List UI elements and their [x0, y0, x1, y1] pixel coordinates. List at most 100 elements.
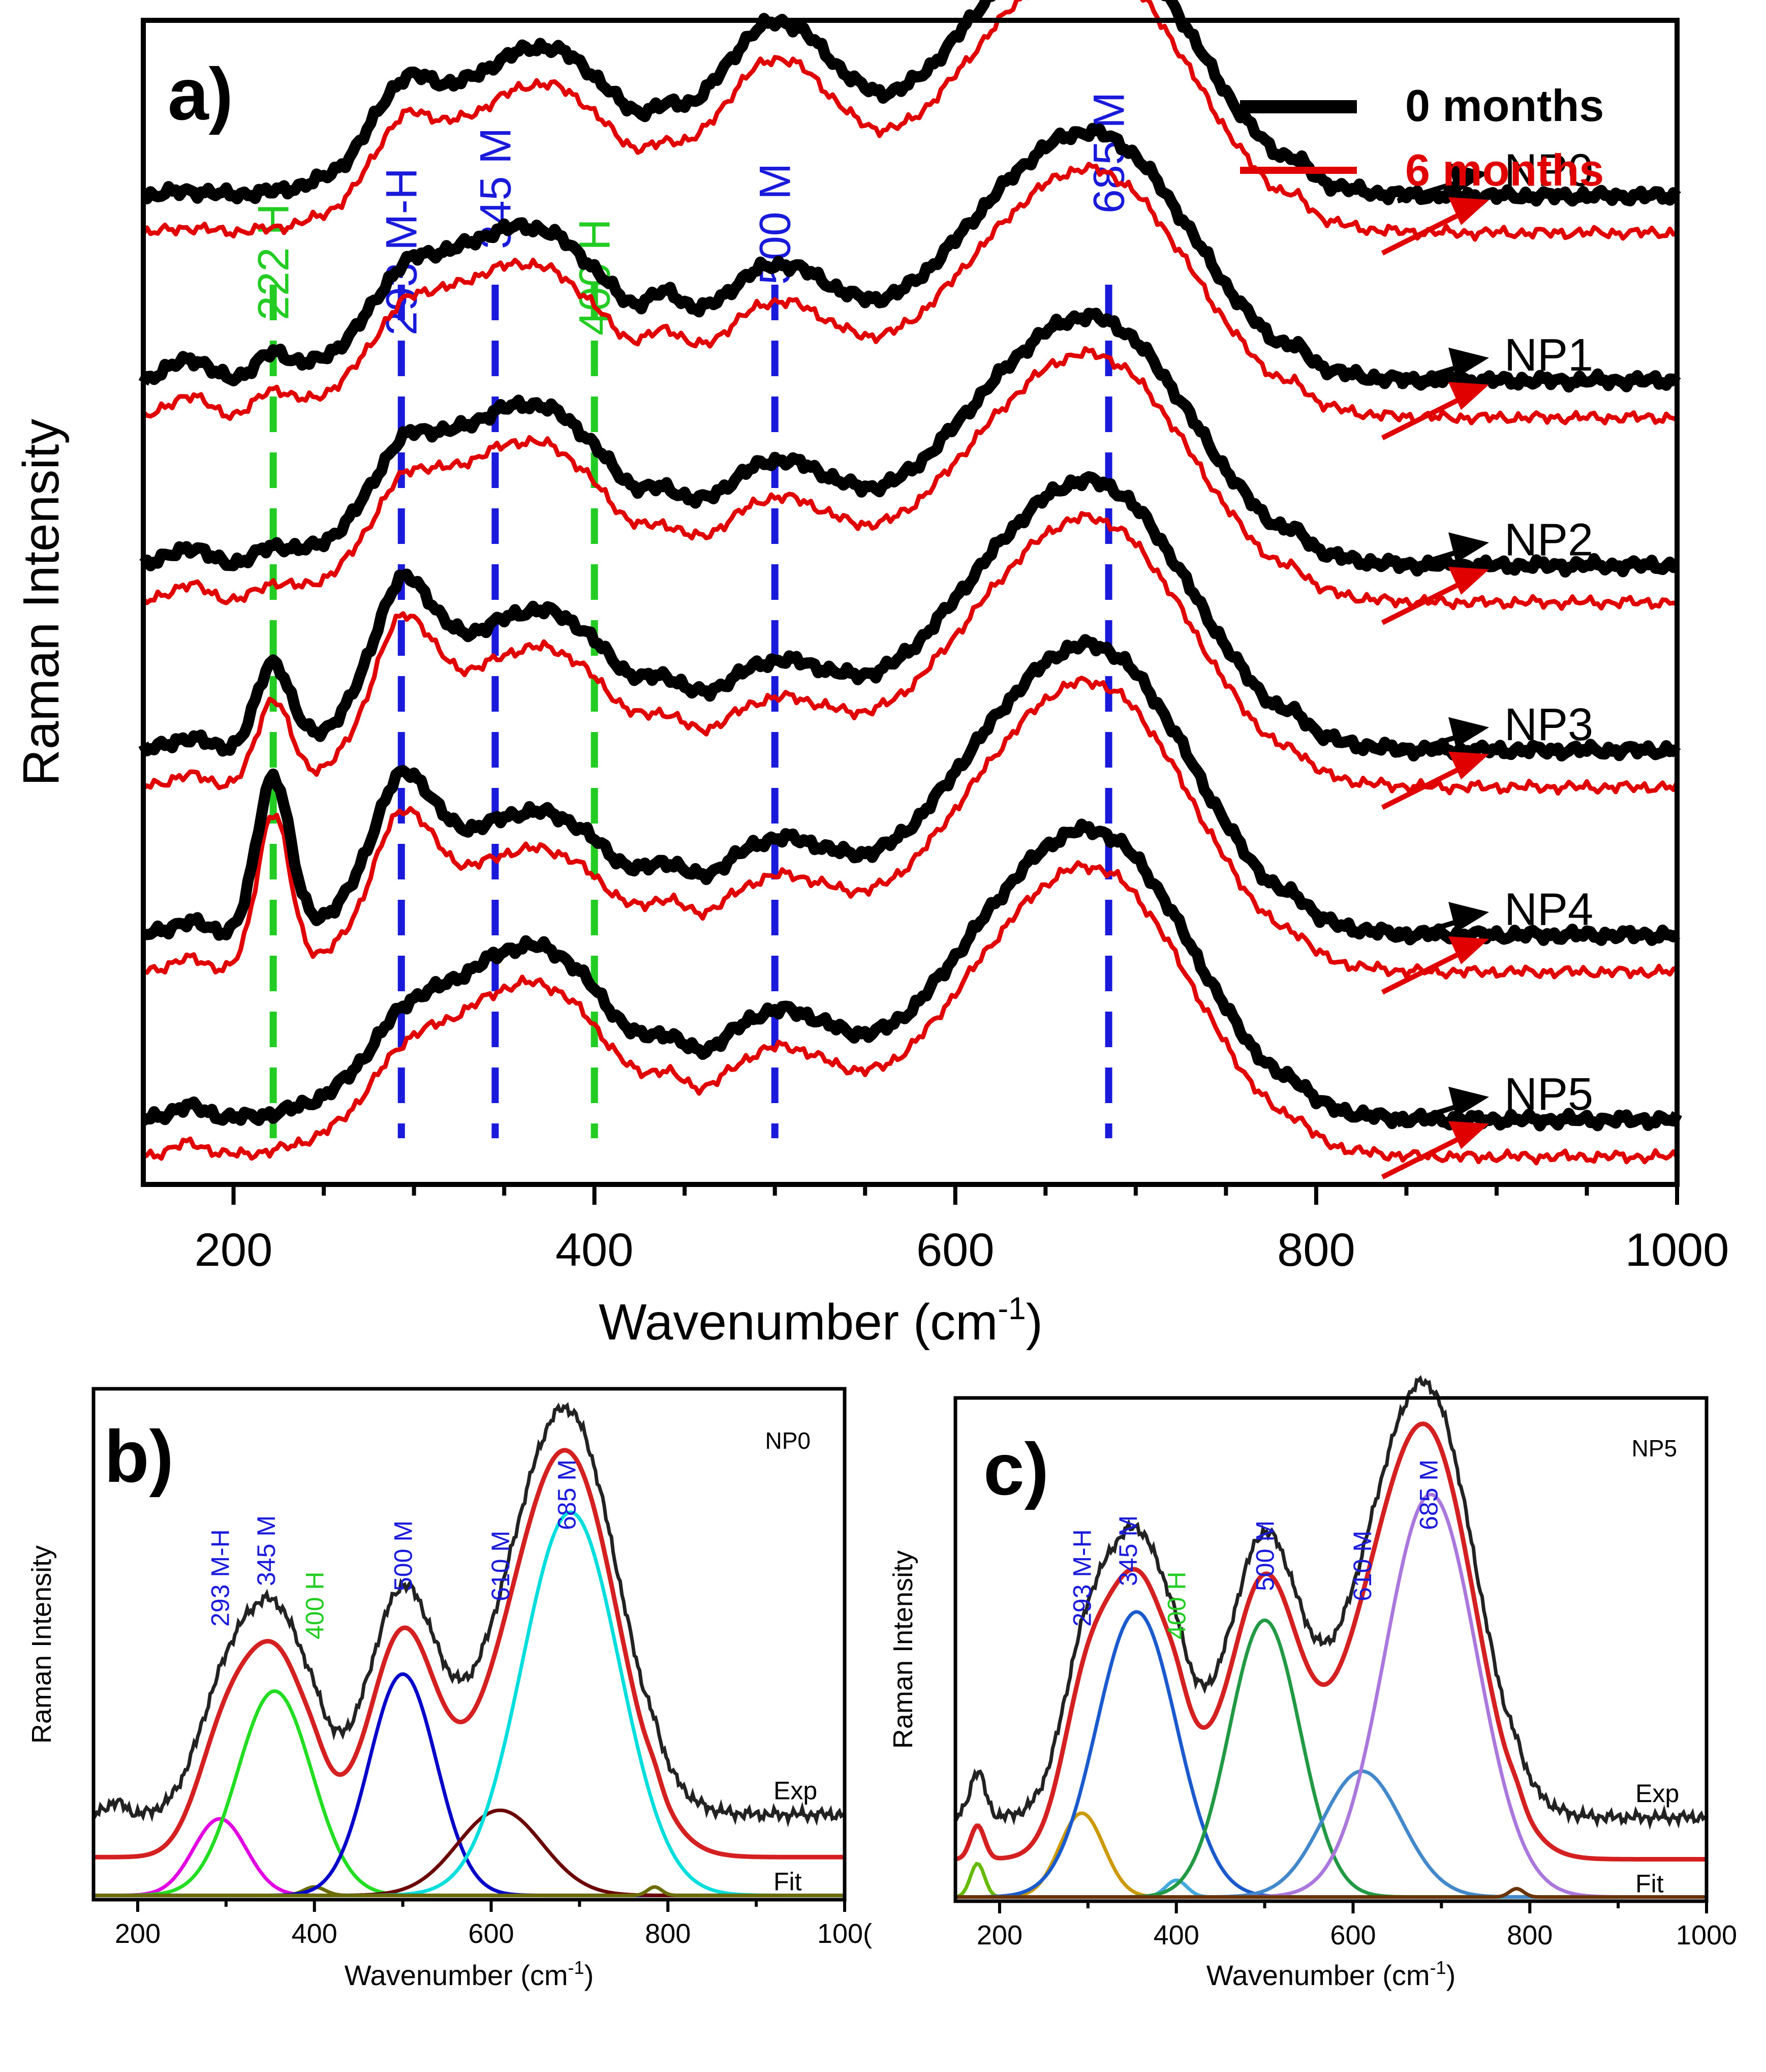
panel-b-x-axis-label-main: Wavenumber (cm [345, 1959, 568, 1991]
panel-b-x-axis-label-close: ) [584, 1959, 594, 1991]
panel-c-fit-label: Fit [1635, 1870, 1664, 1898]
panel-c-x-tick-label-2: 600 [1330, 1920, 1376, 1951]
arrowhead-red-NP5 [1448, 1121, 1489, 1149]
panel-c-exp-curve [953, 1375, 1708, 1830]
arrowhead-red-NP0 [1448, 197, 1489, 226]
panel-c-fit-peak-785 [955, 1886, 1706, 1899]
arrow-red-NP4 [1381, 949, 1465, 995]
panel-c-peak-label-400: 400 H [1163, 1572, 1191, 1639]
series-NP1-0-months [138, 123, 1681, 393]
series-NP2-0-months [139, 308, 1680, 578]
arrow-red-NP1 [1381, 395, 1465, 440]
panel-c-x-tick-label-1: 400 [1154, 1920, 1199, 1951]
panel-b-exp-label: Exp [773, 1777, 817, 1805]
panel-a-frame [141, 18, 1680, 1187]
series-label-NP5: NP5 [1504, 1069, 1593, 1120]
panel-c-peak-label-500: 500 M [1251, 1520, 1280, 1591]
x-tick-label-200: 200 [195, 1224, 273, 1276]
panel-b: Exp Fit 200 400 600 800 100( 293 M-H 345 M 400 … [26, 1387, 872, 1991]
panel-c: Exp Fit 200 400 600 800 1000 293 M-H 345 M 400 … [888, 1375, 1737, 1991]
series-label-NP3: NP3 [1504, 699, 1593, 750]
series-NP4-6-months [142, 676, 1678, 980]
panel-c-y-axis-label: Raman Intensity [888, 1550, 918, 1749]
panel-c-label: c) [983, 1428, 1049, 1510]
panel-c-x-tick-label-4: 1000 [1676, 1920, 1737, 1951]
panel-b-y-axis-label: Raman Intensity [26, 1545, 57, 1744]
panel-b-fit-label: Fit [773, 1867, 802, 1896]
panel-c-peak-label-610: 610 M [1348, 1531, 1377, 1601]
series-NP3-6-months [142, 511, 1680, 796]
panel-b-x-tick-label-3: 800 [645, 1918, 691, 1949]
arrow-red-NP3 [1381, 765, 1465, 810]
panel-c-exp-label: Exp [1635, 1779, 1679, 1808]
arrow-black-NP3 [1397, 733, 1465, 758]
legend-label-0-months: 0 months [1405, 80, 1604, 131]
arrow-black-NP5 [1397, 1102, 1465, 1128]
panel-a-x-axis-label: Wavenumber (cm-1) [599, 1291, 1043, 1351]
reference-label-222: 222 H [250, 204, 298, 321]
arrow-red-NP0 [1381, 210, 1465, 256]
arrow-black-NP1 [1397, 363, 1465, 388]
arrow-black-NP0 [1397, 178, 1465, 204]
panel-b-x-axis-label-sup: -1 [568, 1957, 584, 1978]
arrowhead-red-NP1 [1448, 382, 1489, 410]
panel-c-peak-label-345: 345 M [1114, 1515, 1142, 1586]
panel-b-x-tick-label-4: 100( [817, 1918, 872, 1949]
panel-b-exp-curve [91, 1401, 846, 1827]
panel-a-label: a) [168, 53, 233, 135]
x-tick-label-800: 800 [1277, 1224, 1355, 1276]
panel-b-x-tick-label-1: 400 [292, 1918, 337, 1949]
panel-b-peak-label-345: 345 M [252, 1515, 281, 1586]
panel-b-peak-label-685: 685 M [552, 1459, 581, 1530]
panel-c-frame [953, 1396, 1709, 1903]
arrowhead-red-NP3 [1448, 751, 1489, 780]
arrowhead-black-NP3 [1448, 717, 1489, 748]
panel-c-x-tick-label-0: 200 [977, 1920, 1023, 1951]
series-label-NP0: NP0 [1504, 145, 1593, 196]
arrowhead-black-NP4 [1448, 902, 1489, 933]
arrow-red-NP5 [1381, 1134, 1465, 1179]
panel-b-label: b) [104, 1415, 174, 1498]
arrow-black-NP2 [1397, 547, 1465, 573]
panel-b-peak-label-500: 500 M [389, 1520, 418, 1591]
arrowhead-black-NP1 [1448, 347, 1489, 378]
series-label-NP2: NP2 [1504, 514, 1593, 565]
series-label-NP4: NP4 [1504, 884, 1593, 935]
panel-c-peak-label-685: 685 M [1414, 1459, 1443, 1530]
panel-b-x-tick-label-2: 600 [468, 1918, 514, 1949]
arrow-black-NP4 [1397, 917, 1465, 943]
arrowhead-black-NP5 [1448, 1086, 1489, 1117]
panel-a-x-axis-label-sup: -1 [998, 1291, 1026, 1326]
panel-b-peak-label-293: 293 M-H [206, 1529, 235, 1627]
arrowhead-red-NP4 [1448, 936, 1489, 964]
panel-a-y-axis-label: Raman Intensity [13, 419, 70, 786]
arrowhead-black-NP0 [1448, 163, 1489, 194]
series-NP5-0-months [140, 818, 1682, 1132]
panel-b-fit-curve [94, 1448, 845, 1860]
panel-c-peak-label-293: 293 M-H [1068, 1529, 1097, 1627]
panel-b-peak-label-400: 400 H [301, 1572, 329, 1639]
series-label-NP1: NP1 [1504, 330, 1593, 381]
series-NP0-0-months [141, 0, 1681, 208]
panel-b-sample-label: NP0 [765, 1427, 811, 1454]
panel-b-frame [91, 1387, 847, 1902]
panel-c-fit-curve [955, 1421, 1707, 1862]
panel-c-sample-label: NP5 [1632, 1435, 1677, 1461]
panel-b-x-axis-label: Wavenumber (cm-1) [345, 1957, 594, 1991]
arrow-red-NP2 [1381, 580, 1465, 625]
x-tick-label-1000: 1000 [1625, 1224, 1729, 1276]
x-tick-label-600: 600 [916, 1224, 995, 1276]
panel-a-x-axis-label-close: ) [1026, 1294, 1043, 1351]
panel-b-fit-peak-785 [94, 1885, 844, 1898]
panel-b-x-tick-label-0: 200 [115, 1918, 161, 1949]
panel-a-x-axis-label-main: Wavenumber (cm [599, 1294, 998, 1351]
x-tick-label-400: 400 [555, 1224, 634, 1276]
arrowhead-black-NP2 [1448, 532, 1489, 563]
panel-c-x-axis-label-main: Wavenumber (cm [1206, 1959, 1430, 1991]
panel-b-peak-label-610: 610 M [486, 1531, 515, 1601]
panel-c-x-axis-label: Wavenumber (cm-1) [1206, 1957, 1455, 1991]
panel-c-x-tick-label-3: 800 [1507, 1920, 1553, 1951]
